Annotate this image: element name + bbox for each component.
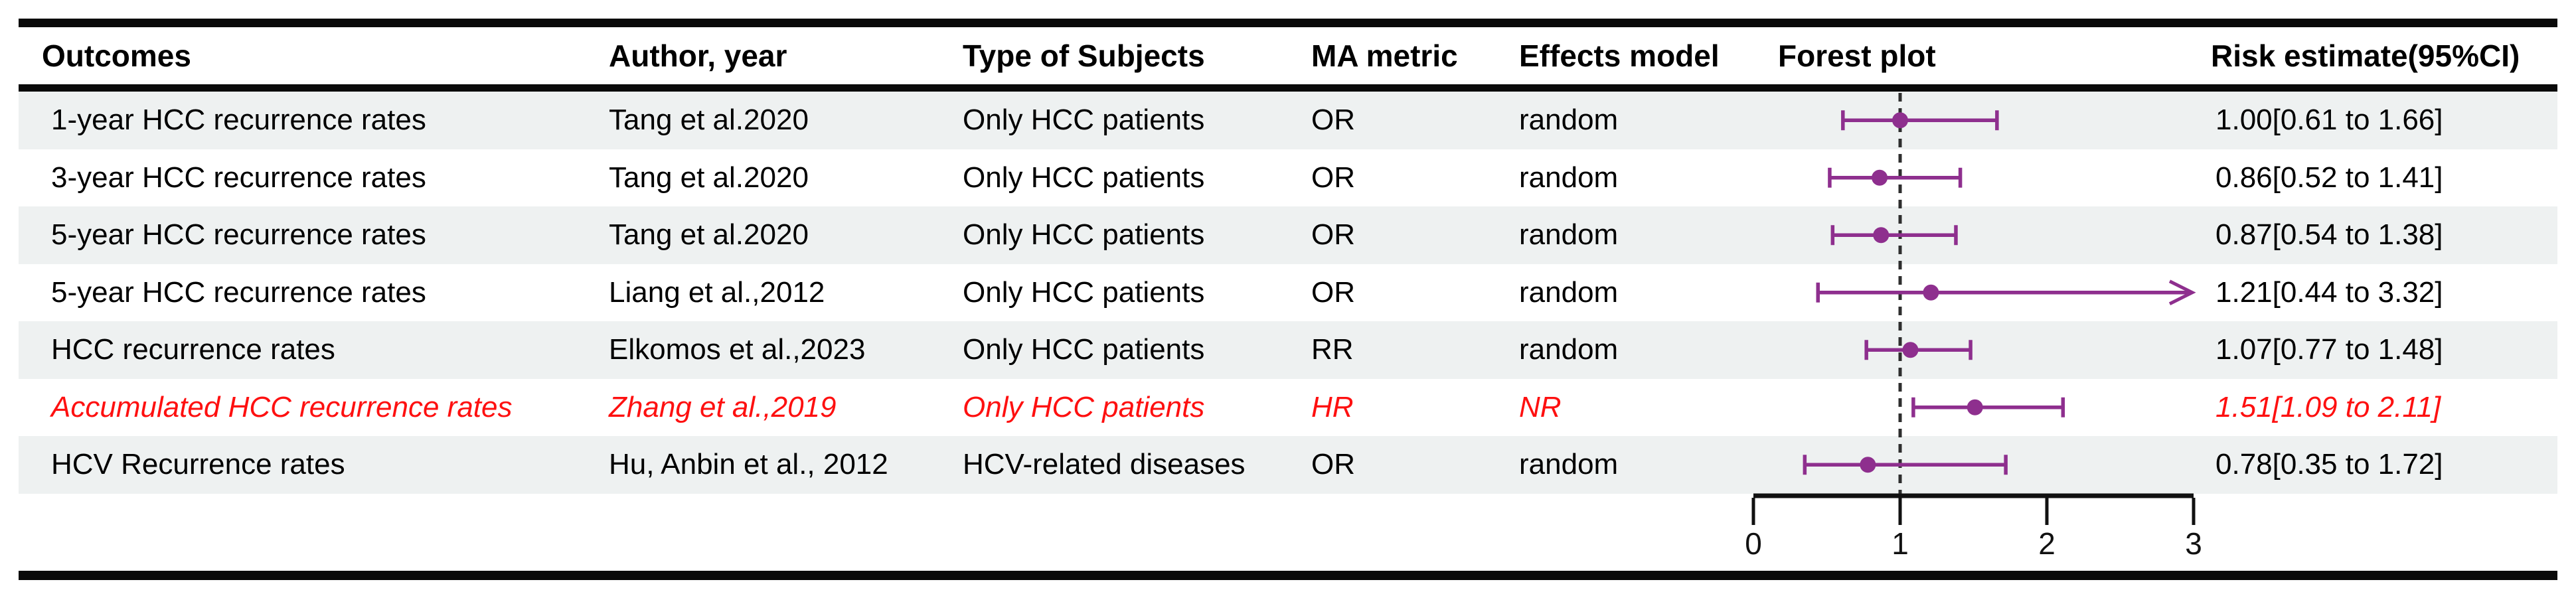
x-axis-tick-label: 2 bbox=[2038, 526, 2055, 561]
risk-estimate-cell: 1.07[0.77 to 1.48] bbox=[2215, 333, 2443, 366]
author-cell: Hu, Anbin et al., 2012 bbox=[609, 448, 888, 481]
author-cell: Tang et al.2020 bbox=[609, 218, 809, 251]
subjects-cell: Only HCC patients bbox=[963, 218, 1205, 251]
subjects-cell: Only HCC patients bbox=[963, 333, 1205, 366]
table-row: HCC recurrence rates Elkomos et al.,2023… bbox=[19, 321, 2557, 379]
column-header-forest-plot: Forest plot bbox=[1778, 38, 1936, 73]
effects-model-cell: NR bbox=[1519, 390, 1562, 423]
table-row: 3-year HCC recurrence rates Tang et al.2… bbox=[19, 149, 2557, 207]
risk-estimate-cell: 1.00[0.61 to 1.66] bbox=[2215, 104, 2443, 136]
ma-metric-cell: OR bbox=[1311, 218, 1355, 251]
outcome-cell: Accumulated HCC recurrence rates bbox=[51, 390, 513, 423]
table-row: 5-year HCC recurrence rates Tang et al.2… bbox=[19, 206, 2557, 264]
effects-model-cell: random bbox=[1519, 448, 1619, 481]
table-row-highlighted: Accumulated HCC recurrence rates Zhang e… bbox=[19, 379, 2557, 437]
table-row: 5-year HCC recurrence rates Liang et al.… bbox=[19, 264, 2557, 322]
risk-estimate-cell: 1.51[1.09 to 2.11] bbox=[2215, 390, 2441, 423]
subjects-cell: HCV-related diseases bbox=[963, 448, 1246, 481]
subjects-cell: Only HCC patients bbox=[963, 275, 1205, 309]
column-header-author-year: Author, year bbox=[609, 38, 787, 73]
subjects-cell: Only HCC patients bbox=[963, 104, 1205, 136]
column-header-effects-model: Effects model bbox=[1519, 38, 1720, 73]
column-header-type-of-subjects: Type of Subjects bbox=[963, 38, 1205, 73]
effects-model-cell: random bbox=[1519, 104, 1619, 136]
risk-estimate-cell: 1.21[0.44 to 3.32] bbox=[2215, 275, 2443, 309]
table-row: 1-year HCC recurrence rates Tang et al.2… bbox=[19, 92, 2557, 149]
outcome-cell: HCV Recurrence rates bbox=[51, 448, 345, 481]
column-header-risk-estimate: Risk estimate(95%CI) bbox=[2211, 38, 2520, 73]
outcome-cell: 3-year HCC recurrence rates bbox=[51, 161, 426, 194]
author-cell: Zhang et al.,2019 bbox=[609, 390, 837, 423]
table-top-border bbox=[19, 19, 2557, 27]
effects-model-cell: random bbox=[1519, 333, 1619, 366]
effects-model-cell: random bbox=[1519, 218, 1619, 251]
table-bottom-border bbox=[19, 571, 2557, 580]
author-cell: Tang et al.2020 bbox=[609, 161, 809, 194]
effects-model-cell: random bbox=[1519, 275, 1619, 309]
outcome-cell: 1-year HCC recurrence rates bbox=[51, 104, 426, 136]
risk-estimate-cell: 0.87[0.54 to 1.38] bbox=[2215, 218, 2443, 251]
x-axis-tick-label: 3 bbox=[2185, 526, 2202, 561]
subjects-cell: Only HCC patients bbox=[963, 161, 1205, 194]
author-cell: Tang et al.2020 bbox=[609, 104, 809, 136]
ma-metric-cell: OR bbox=[1311, 161, 1355, 194]
outcome-cell: 5-year HCC recurrence rates bbox=[51, 218, 426, 251]
ma-metric-cell: OR bbox=[1311, 275, 1355, 309]
author-cell: Elkomos et al.,2023 bbox=[609, 333, 866, 366]
table-row: HCV Recurrence rates Hu, Anbin et al., 2… bbox=[19, 436, 2557, 494]
x-axis-tick-label: 1 bbox=[1892, 526, 1909, 561]
outcome-cell: HCC recurrence rates bbox=[51, 333, 335, 366]
x-axis-tick-label: 0 bbox=[1745, 526, 1762, 561]
outcome-cell: 5-year HCC recurrence rates bbox=[51, 275, 426, 309]
column-header-ma-metric: MA metric bbox=[1311, 38, 1458, 73]
effects-model-cell: random bbox=[1519, 161, 1619, 194]
table-body: 1-year HCC recurrence rates Tang et al.2… bbox=[19, 92, 2557, 494]
ma-metric-cell: HR bbox=[1311, 390, 1354, 423]
column-header-outcomes: Outcomes bbox=[42, 38, 191, 73]
subjects-cell: Only HCC patients bbox=[963, 390, 1205, 423]
risk-estimate-cell: 0.78[0.35 to 1.72] bbox=[2215, 448, 2443, 481]
author-cell: Liang et al.,2012 bbox=[609, 275, 825, 309]
risk-estimate-cell: 0.86[0.52 to 1.41] bbox=[2215, 161, 2443, 194]
ma-metric-cell: RR bbox=[1311, 333, 1354, 366]
ma-metric-cell: OR bbox=[1311, 104, 1355, 136]
ma-metric-cell: OR bbox=[1311, 448, 1355, 481]
header-divider bbox=[19, 84, 2557, 92]
table-header-row: Outcomes Author, year Type of Subjects M… bbox=[19, 27, 2557, 84]
